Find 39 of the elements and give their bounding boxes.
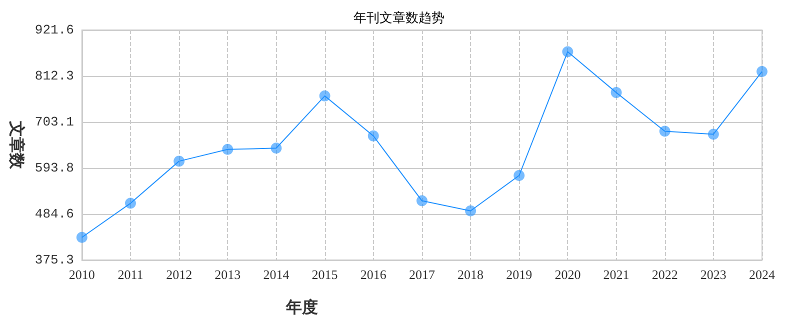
point: [756, 66, 768, 78]
point: [514, 170, 525, 181]
x-tick-label: 2014: [263, 267, 290, 282]
y-tick-label: 375.3: [34, 252, 74, 268]
x-tick-label: 2018: [458, 267, 484, 282]
x-tick-label: 2024: [749, 267, 776, 282]
point: [76, 232, 88, 243]
x-tick-label: 2011: [118, 267, 144, 282]
x-tick-label: 2015: [312, 267, 338, 282]
y-tick-label: 812.3: [34, 68, 74, 84]
point: [416, 195, 428, 206]
x-tick-label: 2017: [408, 267, 436, 282]
x-tick-label: 2016: [360, 267, 387, 282]
y-axis-title: 文章数: [8, 120, 26, 170]
x-tick-label: 2013: [214, 267, 241, 282]
point: [465, 205, 476, 216]
point: [659, 126, 670, 137]
point: [174, 156, 185, 167]
chart-title: 年刊文章数趋势: [354, 10, 444, 25]
x-tick-label: 2012: [166, 267, 192, 282]
point: [222, 144, 234, 155]
y-tick-label: 593.8: [34, 160, 74, 176]
x-tick-label: 2010: [68, 267, 95, 282]
point: [368, 130, 379, 142]
y-tick-label: 484.6: [34, 206, 74, 222]
y-tick-label: 921.6: [34, 22, 74, 38]
x-tick-label: 2019: [506, 267, 532, 282]
x-tick-label: 2020: [554, 267, 581, 282]
x-axis-title: 年度: [284, 298, 318, 316]
point: [124, 198, 136, 209]
x-tick-label: 2021: [603, 267, 630, 282]
point: [708, 128, 719, 140]
point: [562, 46, 574, 58]
point: [319, 90, 330, 102]
x-tick-label: 2023: [700, 267, 726, 282]
y-tick-label: 703.1: [34, 114, 74, 130]
point: [610, 87, 622, 98]
point: [270, 142, 282, 154]
x-tick-label: 2022: [652, 267, 678, 282]
